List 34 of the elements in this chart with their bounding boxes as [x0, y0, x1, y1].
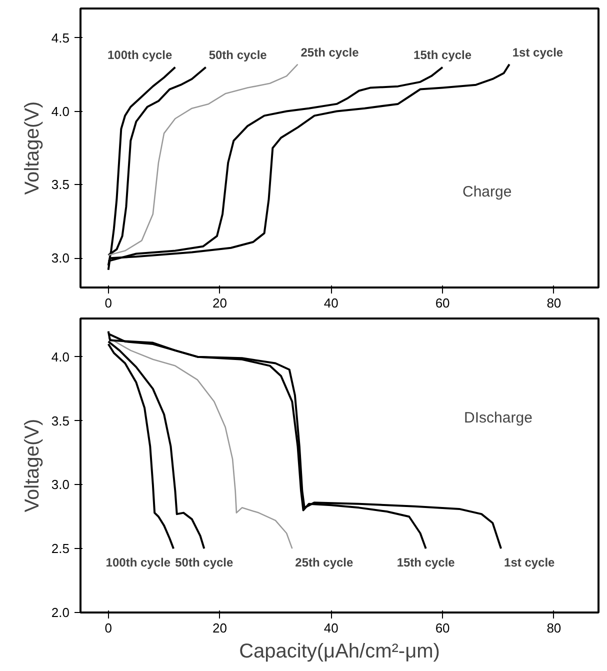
- series-label: 100th cycle: [107, 48, 173, 62]
- x-tick-label: 40: [324, 296, 338, 310]
- y-axis-title: Voltage(V): [21, 418, 44, 512]
- series-label: 50th cycle: [208, 48, 268, 62]
- x-tick-label: 60: [435, 620, 450, 636]
- y-tick-label: 4.0: [51, 349, 70, 364]
- x-tick-label: 60: [435, 296, 450, 310]
- series-label: 15th cycle: [396, 556, 456, 570]
- y-tick-label: 4.0: [51, 104, 70, 119]
- series-label: 100th cycle: [106, 556, 171, 570]
- series-label: 25th cycle: [300, 45, 360, 60]
- x-tick-label: 80: [546, 296, 562, 310]
- y-axis-title: Voltage(V): [21, 101, 44, 195]
- x-tick-label: 80: [546, 620, 562, 636]
- y-tick-label: 2.0: [51, 605, 70, 620]
- x-tick-label: 20: [212, 296, 227, 310]
- y-tick-label: 3.5: [51, 177, 70, 192]
- y-tick-label: 4.5: [51, 30, 70, 46]
- x-axis-title: Capacity(μAh/cm²-μm): [239, 640, 440, 662]
- x-tick-label: 0: [104, 620, 112, 636]
- x-tick-label: 40: [324, 620, 338, 636]
- series-label: 25th cycle: [295, 556, 354, 570]
- x-tick-label: 20: [212, 620, 227, 636]
- series-label: 1st cycle: [512, 45, 564, 60]
- y-tick-label: 3.0: [51, 477, 70, 492]
- y-tick-label: 3.0: [51, 250, 70, 266]
- series-label: 50th cycle: [175, 556, 234, 570]
- annotation: DIscharge: [464, 410, 532, 427]
- series-label: 15th cycle: [414, 48, 472, 62]
- x-tick-label: 0: [104, 296, 112, 310]
- y-tick-label: 3.5: [51, 413, 70, 428]
- series-label: 1st cycle: [504, 556, 556, 570]
- y-tick-label: 2.5: [51, 541, 70, 556]
- annotation: Charge: [462, 184, 512, 201]
